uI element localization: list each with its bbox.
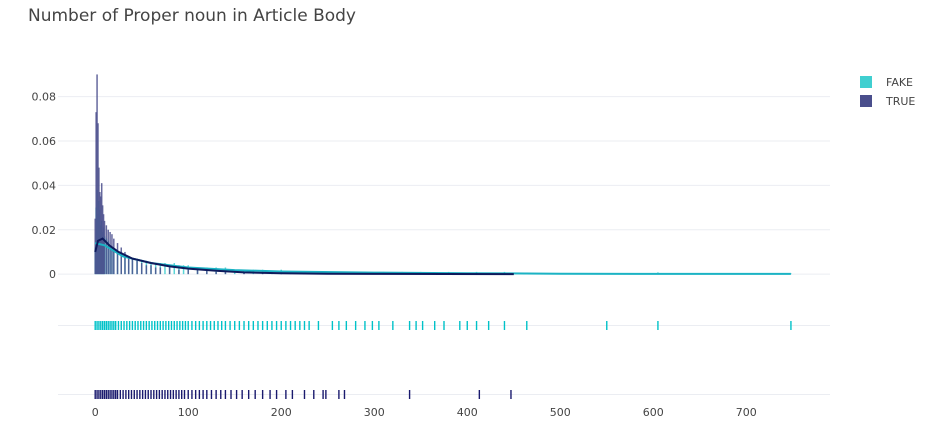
x-tick-label: 700 <box>736 406 757 419</box>
histogram-bar <box>127 256 130 275</box>
histogram-bar <box>120 247 122 275</box>
histogram-bar <box>116 243 119 275</box>
x-tick-label: 200 <box>271 406 292 419</box>
histogram-bar <box>164 263 166 275</box>
legend-label-fake[interactable]: FAKE <box>886 76 913 89</box>
histogram-bar <box>96 74 98 275</box>
histogram-bar <box>131 258 134 275</box>
legend-swatch-true[interactable] <box>860 95 872 107</box>
y-axis: 0 0.02 0.04 0.06 0.08 <box>32 91 57 282</box>
fake-histogram <box>94 189 792 275</box>
fake-rug-plot <box>94 321 792 330</box>
histogram-bar <box>150 265 152 275</box>
x-tick-label: 100 <box>178 406 199 419</box>
kde-curve-fake <box>94 242 791 275</box>
histogram-bar <box>103 220 106 275</box>
histogram-bar <box>215 271 217 275</box>
histogram-bar <box>224 271 227 275</box>
y-tick-label: 0 <box>49 268 56 281</box>
legend-label-true[interactable]: TRUE <box>885 95 915 108</box>
histogram-bar <box>97 123 99 275</box>
x-tick-label: 400 <box>457 406 478 419</box>
histogram-bar <box>187 269 189 275</box>
histogram-bar <box>98 167 100 275</box>
kde-curve-true <box>94 237 514 276</box>
histogram-bar <box>111 234 113 275</box>
x-tick-label: 0 <box>92 406 99 419</box>
histogram-bar <box>100 196 102 275</box>
histogram-bar <box>109 231 111 275</box>
histogram-bar <box>178 269 180 275</box>
histogram-bar <box>140 263 143 275</box>
true-rug-plot <box>94 390 512 399</box>
histogram-bar <box>145 265 148 275</box>
y-tick-label: 0.04 <box>32 179 57 192</box>
x-tick-label: 300 <box>364 406 385 419</box>
histogram-bar <box>105 225 108 275</box>
histogram-bar <box>94 218 96 275</box>
histogram-bar <box>136 260 138 275</box>
histogram-bar <box>159 267 162 275</box>
histogram-bar <box>99 192 101 275</box>
true-histogram <box>94 74 375 275</box>
kde-curves <box>94 237 791 276</box>
legend-swatch-fake[interactable] <box>860 76 872 88</box>
histogram-bar <box>100 183 103 275</box>
x-axis: 0 100 200 300 400 500 600 700 <box>92 406 757 419</box>
histogram-bar <box>124 251 126 275</box>
histogram-bar <box>196 269 199 275</box>
legend: FAKE TRUE <box>860 76 915 108</box>
y-tick-label: 0.06 <box>32 135 57 148</box>
y-tick-label: 0.02 <box>32 224 57 237</box>
gridlines <box>58 96 830 395</box>
x-tick-label: 600 <box>643 406 664 419</box>
histogram-bar <box>182 265 185 275</box>
histogram-bar <box>113 238 115 275</box>
x-tick-label: 500 <box>550 406 571 419</box>
histogram-bar <box>107 229 109 275</box>
histogram-bar <box>95 112 97 275</box>
histogram-bar <box>790 273 792 275</box>
histogram-bar <box>173 263 176 275</box>
histogram-bar <box>206 269 208 275</box>
y-tick-label: 0.08 <box>32 91 57 104</box>
histogram-bar <box>154 267 157 275</box>
histogram-bar <box>168 267 171 275</box>
chart-title: Number of Proper noun in Article Body <box>28 6 356 26</box>
